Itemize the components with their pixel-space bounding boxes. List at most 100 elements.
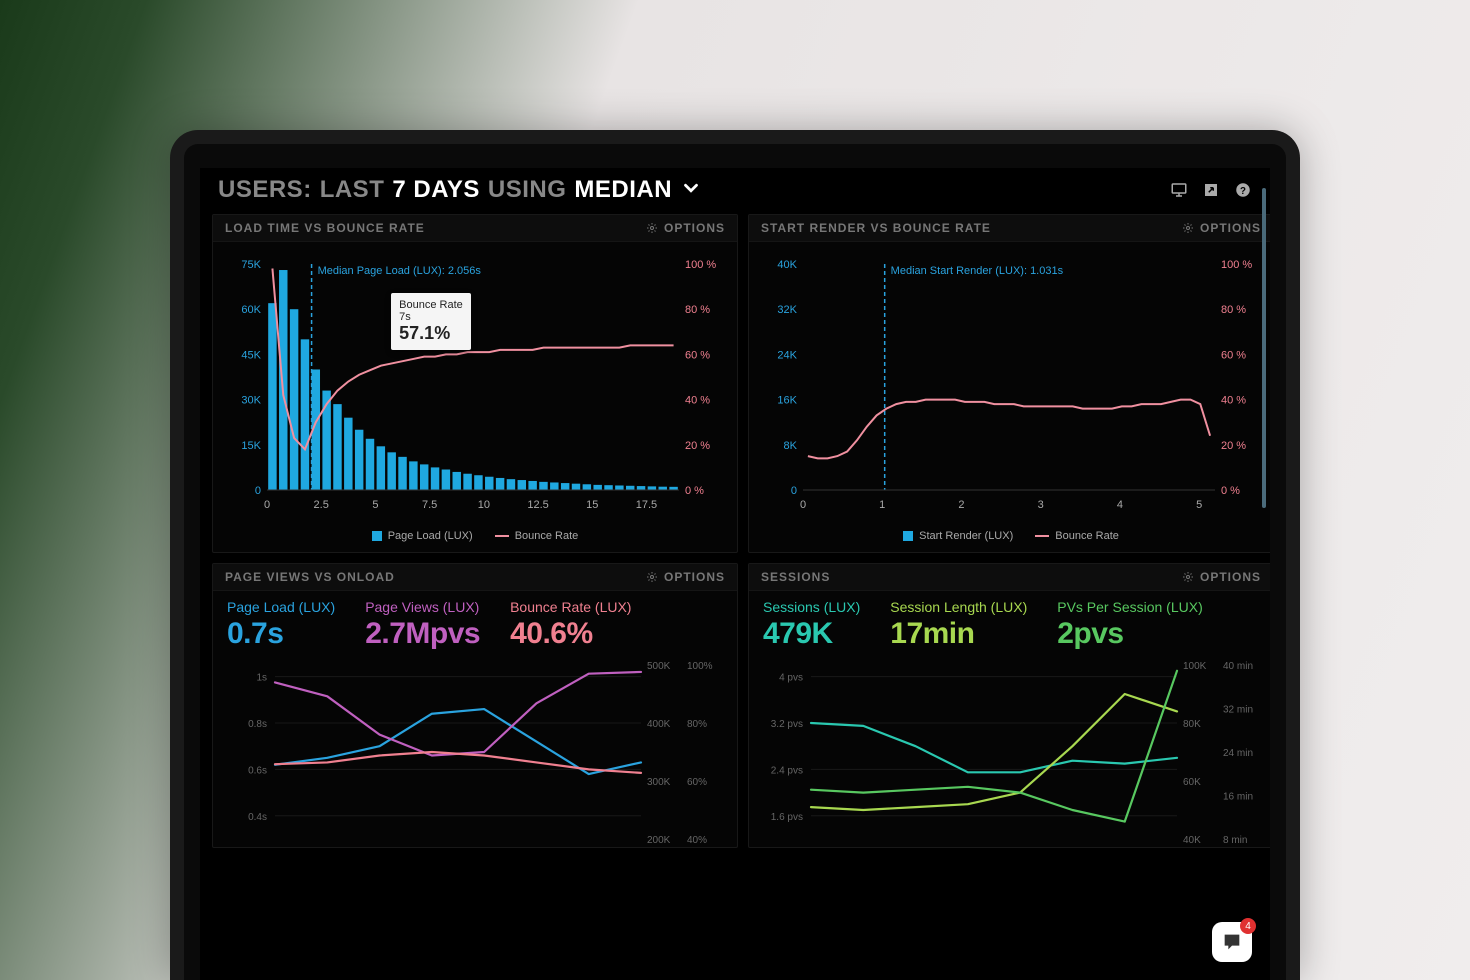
svg-text:0: 0 [264,499,270,511]
laptop-frame: USERS: LAST 7 DAYS USING MEDIAN ? LOAD T… [170,130,1300,980]
panel-header: PAGE VIEWS VS ONLOAD OPTIONS [213,564,737,591]
svg-text:15: 15 [586,499,598,511]
svg-text:200K: 200K [647,835,671,846]
svg-text:500K: 500K [647,661,671,672]
svg-text:4 pvs: 4 pvs [779,673,803,684]
svg-text:40 %: 40 % [1221,395,1246,407]
dashboard-screen: USERS: LAST 7 DAYS USING MEDIAN ? LOAD T… [200,168,1270,980]
svg-text:32 min: 32 min [1223,705,1253,716]
display-icon[interactable] [1170,181,1188,199]
chat-widget[interactable]: 4 [1212,922,1252,962]
options-button[interactable]: OPTIONS [1182,570,1261,584]
mini-chart-4: 1.6 pvs2.4 pvs3.2 pvs4 pvs40K60K80K100K8… [749,653,1270,847]
svg-text:24K: 24K [777,349,797,361]
metrics-row-4: Sessions (LUX) 479K Session Length (LUX) 17… [749,591,1270,653]
header-actions: ? [1170,181,1252,199]
svg-text:0: 0 [255,485,261,497]
svg-text:Median Start Render (LUX): 1.0: Median Start Render (LUX): 1.031s [891,265,1064,277]
options-label: OPTIONS [664,221,725,235]
legend-item-bars: Start Render (LUX) [903,530,1013,542]
chat-badge-count: 4 [1240,918,1256,934]
panel-header: SESSIONS OPTIONS [749,564,1270,591]
panel-title: LOAD TIME VS BOUNCE RATE [225,221,425,235]
mini-chart-3: 0.4s0.6s0.8s1s200K300K400K500K40%60%80%1… [213,653,737,847]
svg-text:80K: 80K [1183,719,1201,730]
chart-svg-4: 1.6 pvs2.4 pvs3.2 pvs4 pvs40K60K80K100K8… [761,657,1261,847]
svg-text:16K: 16K [777,395,797,407]
svg-text:30K: 30K [241,395,261,407]
svg-text:80%: 80% [687,719,707,730]
svg-text:60K: 60K [241,304,261,316]
svg-text:100 %: 100 % [1221,259,1252,271]
svg-text:?: ? [1240,186,1246,197]
chart-area-2: 08K16K24K32K40K0 %20 %40 %60 %80 %100 %0… [749,242,1270,524]
metric-label: Session Length (LUX) [890,599,1027,615]
svg-text:16 min: 16 min [1223,792,1253,803]
metric-label: Sessions (LUX) [763,599,860,615]
svg-text:100K: 100K [1183,661,1207,672]
gear-icon [646,571,658,583]
svg-text:24 min: 24 min [1223,748,1253,759]
svg-text:1: 1 [879,499,885,511]
svg-text:45K: 45K [241,349,261,361]
svg-text:400K: 400K [647,719,671,730]
tooltip-bounce-rate: Bounce Rate 7s 57.1% [391,293,471,350]
page-header: USERS: LAST 7 DAYS USING MEDIAN ? [200,168,1270,210]
svg-text:40 %: 40 % [685,395,710,407]
metric-label: Bounce Rate (LUX) [510,599,631,615]
legend-swatch-line-icon [495,535,509,537]
svg-text:1.6 pvs: 1.6 pvs [771,812,803,823]
metric-1: Session Length (LUX) 17min [890,599,1027,651]
panel-title: PAGE VIEWS VS ONLOAD [225,570,395,584]
panel-header: START RENDER VS BOUNCE RATE OPTIONS [749,215,1270,242]
svg-text:60 %: 60 % [685,349,710,361]
svg-text:100%: 100% [687,661,713,672]
panel-title: SESSIONS [761,570,830,584]
svg-text:0 %: 0 % [1221,485,1240,497]
metric-1: Page Views (LUX)2.7Mpvs [365,599,480,651]
legend-2: Start Render (LUX) Bounce Rate [749,524,1270,552]
svg-text:3: 3 [1038,499,1044,511]
panel-header: LOAD TIME VS BOUNCE RATE OPTIONS [213,215,737,242]
svg-text:75K: 75K [241,259,261,271]
metric-value: 2pvs [1057,617,1203,651]
metric-0: Sessions (LUX) 479K [763,599,860,651]
metric-value: 479K [763,617,860,651]
legend-swatch-bar-icon [903,531,913,541]
title-word-3: USING [488,176,567,204]
svg-text:0: 0 [800,499,806,511]
options-button[interactable]: OPTIONS [1182,221,1261,235]
svg-text:100 %: 100 % [685,259,716,271]
title-word-4: MEDIAN [574,176,672,204]
svg-text:0.4s: 0.4s [248,812,267,823]
svg-text:80 %: 80 % [1221,304,1246,316]
panel-start-render-vs-bounce: START RENDER VS BOUNCE RATE OPTIONS 08K1… [748,214,1270,553]
page-title-dropdown[interactable]: USERS: LAST 7 DAYS USING MEDIAN [218,176,702,204]
options-button[interactable]: OPTIONS [646,570,725,584]
svg-text:60%: 60% [687,777,707,788]
metrics-row-3: Page Load (LUX)0.7sPage Views (LUX)2.7Mp… [213,591,737,653]
title-word-1: LAST [320,176,385,204]
svg-text:0 %: 0 % [685,485,704,497]
gear-icon [646,222,658,234]
svg-text:15K: 15K [241,440,261,452]
svg-text:3.2 pvs: 3.2 pvs [771,719,803,730]
metric-2: PVs Per Session (LUX)2pvs [1057,599,1203,651]
svg-text:0: 0 [791,485,797,497]
options-button[interactable]: OPTIONS [646,221,725,235]
svg-text:0.6s: 0.6s [248,765,267,776]
metric-value: 40.6% [510,617,631,651]
panel-grid: LOAD TIME VS BOUNCE RATE OPTIONS 0 15K 30K… [200,210,1270,848]
panel-load-time-vs-bounce: LOAD TIME VS BOUNCE RATE OPTIONS 0 15K 30K… [212,214,738,553]
share-icon[interactable] [1202,181,1220,199]
title-word-0: USERS: [218,176,312,204]
title-word-2: 7 DAYS [392,176,480,204]
help-icon[interactable]: ? [1234,181,1252,199]
svg-text:300K: 300K [647,777,671,788]
legend-1: Page Load (LUX) Bounce Rate [213,524,737,552]
svg-text:5: 5 [372,499,378,511]
tooltip-line1: Bounce Rate [399,299,463,311]
metric-value: 17min [890,617,1027,651]
chart-svg-2: 08K16K24K32K40K0 %20 %40 %60 %80 %100 %0… [761,250,1261,520]
svg-text:10: 10 [478,499,490,511]
